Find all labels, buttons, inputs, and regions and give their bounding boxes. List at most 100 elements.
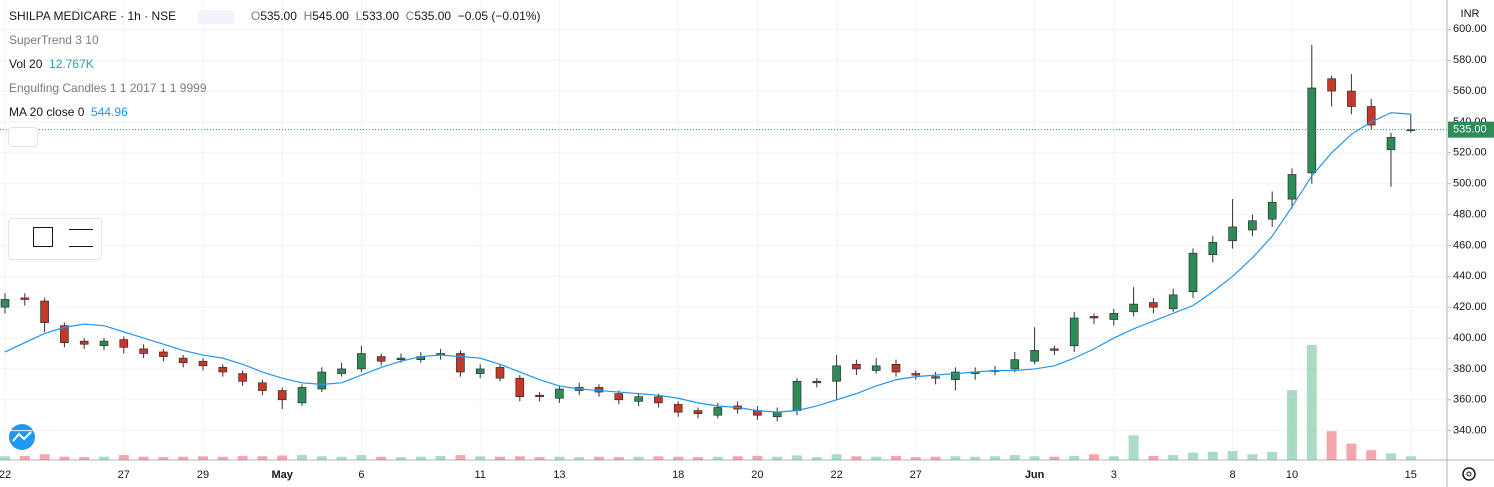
candle-body: [119, 339, 129, 348]
y-tick-label: 360.00: [1453, 394, 1487, 406]
collapse-button[interactable]: [8, 127, 38, 147]
candle-body: [1248, 220, 1257, 231]
volume-bar: [138, 456, 149, 460]
x-tick-label: 13: [553, 469, 565, 481]
candle-body: [337, 368, 346, 374]
candle-body: [60, 325, 69, 343]
volume-bar: [277, 455, 288, 460]
x-tick-label: 18: [672, 469, 684, 481]
open-value: 535.00: [260, 9, 297, 23]
volume-bar: [217, 456, 228, 460]
volume-bar: [198, 456, 208, 460]
candle-body: [456, 353, 465, 373]
candle-body: [376, 356, 386, 362]
volume-bar: [990, 456, 1000, 460]
candle-body: [792, 380, 802, 411]
volume-bar: [1306, 345, 1317, 460]
volume-bar: [237, 455, 248, 460]
volume-bar: [178, 456, 189, 460]
volume-bar: [1366, 450, 1377, 460]
currency: INR: [1461, 8, 1480, 20]
candle-body: [198, 360, 208, 367]
volume-bar: [534, 457, 545, 460]
volume-bar: [1049, 456, 1060, 460]
volume-bar: [772, 456, 783, 460]
ma-line: [4, 112, 1411, 413]
volume-bar: [613, 457, 624, 460]
candle-body: [20, 297, 30, 300]
volume-bar: [1326, 431, 1337, 460]
indicator-legend: Engulfing Candles 1 1 2017 1 1 9999: [9, 81, 207, 95]
volume-bar: [950, 456, 961, 460]
volume-bar: [1405, 456, 1416, 460]
y-tick-label: 460.00: [1453, 239, 1487, 251]
volume-bar: [1188, 452, 1198, 460]
x-tick-label: 29: [197, 469, 209, 481]
x-tick-label: 8: [1230, 469, 1236, 481]
volume-bar: [930, 456, 941, 460]
logo[interactable]: [9, 424, 35, 450]
candle-body: [673, 404, 683, 413]
change-value: −0.05 (−0.01%): [457, 9, 541, 23]
volume-bar: [297, 455, 307, 460]
high-label: H: [303, 9, 313, 23]
settings-icon[interactable]: [1462, 467, 1476, 481]
volume-bar: [495, 456, 505, 460]
volume-bar: [970, 456, 981, 460]
x-tick-label: 27: [118, 469, 130, 481]
indicator-name: MA 20 close 0: [9, 105, 85, 119]
lines-tool[interactable]: [69, 229, 93, 247]
volume-bar: [316, 456, 327, 460]
volume-bar: [792, 455, 802, 460]
candle-body: [891, 363, 901, 373]
candle-body: [812, 380, 822, 384]
candle-body: [1366, 106, 1376, 126]
y-tick-label: 580.00: [1453, 54, 1487, 66]
candle-body: [1109, 313, 1119, 320]
candle-body: [1149, 302, 1158, 308]
candle-body: [535, 394, 544, 398]
candle-body: [40, 300, 49, 323]
candle-body: [871, 365, 881, 371]
candle-body: [515, 377, 525, 398]
volume-bar: [1267, 451, 1278, 460]
candle-body: [614, 393, 624, 401]
candle-body: [911, 373, 921, 376]
candle-body: [1327, 78, 1336, 92]
volume-bar: [1128, 435, 1139, 460]
close-label: C: [405, 9, 415, 23]
volume-bar: [910, 457, 921, 460]
candle-body: [772, 411, 782, 418]
indicator-value: 544.96: [91, 105, 128, 119]
volume-bar: [336, 456, 347, 460]
compare-toggle[interactable]: [197, 9, 234, 24]
x-tick-label: 10: [1286, 469, 1298, 481]
volume-bar: [1247, 454, 1258, 460]
indicator-legend: SuperTrend 3 10: [9, 33, 99, 47]
candle-body: [495, 367, 505, 379]
close-value: 535.00: [414, 9, 452, 23]
candle-body: [0, 299, 10, 308]
last-price-box: [1448, 121, 1494, 138]
drawing-toolbar: [8, 218, 102, 260]
y-tick-label: 500.00: [1453, 178, 1487, 190]
volume-bar: [673, 456, 684, 460]
indicator-name: Vol 20: [9, 57, 43, 71]
candle-body: [396, 357, 406, 360]
high-value: 545.00: [312, 9, 349, 23]
volume-bar: [475, 456, 486, 460]
candle-body: [1188, 252, 1198, 293]
rectangle-tool[interactable]: [33, 227, 53, 247]
volume-bar: [0, 456, 10, 460]
volume-bar: [871, 456, 882, 460]
volume-bar: [514, 456, 525, 460]
y-tick-label: 520.00: [1453, 147, 1487, 159]
candle-body: [634, 396, 643, 402]
candle-body: [1347, 90, 1356, 107]
x-tick-label: Jun: [1025, 469, 1045, 481]
symbol-legend: SHILPA MEDICARE · 1h · NSE O535.00 H545.…: [9, 9, 540, 24]
candle-body: [1010, 359, 1020, 370]
y-tick-label: 420.00: [1453, 301, 1487, 313]
x-tick-label: 6: [358, 469, 364, 481]
volume-bar: [1207, 451, 1218, 460]
